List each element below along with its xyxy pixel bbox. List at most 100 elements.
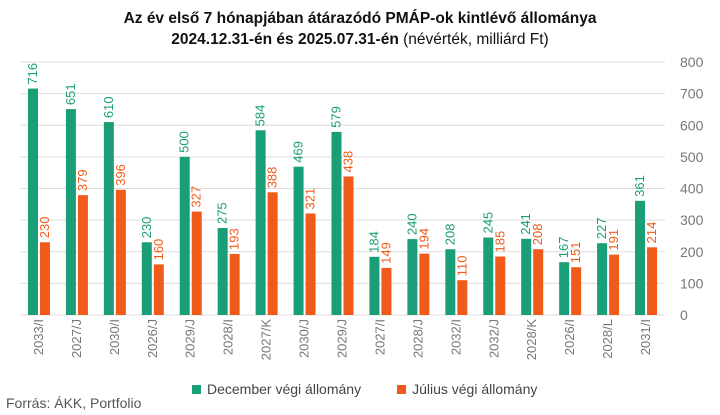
x-tick-labels: 2033/I 2027/J 2030/I 2026/J 2029/J 2028/I 2027… [31, 319, 653, 361]
y-tick-label: 400 [680, 181, 704, 197]
y-tick-label: 100 [680, 275, 704, 291]
data-label-julius: 379 [75, 169, 90, 191]
legend-label-december: December végi állomány [207, 381, 362, 397]
bar-julius [381, 267, 392, 315]
x-tick-label: 2028/K [524, 319, 539, 361]
bar-december [445, 249, 456, 315]
data-label-julius: 388 [265, 167, 280, 189]
x-tick-label: 2027/I [372, 319, 387, 355]
data-label-julius: 214 [644, 222, 659, 244]
bar-december [331, 131, 342, 315]
bar-julius [457, 280, 468, 315]
bar-julius [39, 242, 50, 315]
bar-december [407, 239, 418, 315]
bar-december [521, 238, 532, 315]
data-label-julius: 193 [227, 228, 242, 250]
x-tick-label: 2026/J [145, 319, 160, 358]
bar-december [179, 156, 190, 315]
data-label-julius: 194 [416, 228, 431, 250]
legend-item-december: December végi állomány [192, 381, 361, 397]
legend-item-julius: Július végi állomány [397, 381, 537, 397]
bar-december [293, 166, 304, 315]
bar-julius [609, 254, 620, 315]
gridlines [20, 61, 665, 316]
x-tick-label: 2032/I [448, 319, 463, 355]
x-tick-label: 2029/J [335, 319, 350, 358]
x-tick-label: 2028/J [410, 319, 425, 358]
data-label-december: 651 [63, 83, 78, 105]
chart-title: Az év első 7 hónapjában átárazódó PMÁP-o… [0, 8, 720, 50]
bar-julius [229, 253, 240, 315]
x-tick-label: 2027/K [259, 319, 274, 361]
data-label-december: 716 [25, 63, 40, 85]
y-tick-label: 600 [680, 117, 704, 133]
data-label-december: 184 [366, 231, 381, 253]
data-label-julius: 151 [568, 242, 583, 264]
data-labels: 7162306513796103962301605003272751935843… [25, 63, 659, 276]
data-label-december: 208 [442, 224, 457, 246]
data-label-julius: 327 [189, 186, 204, 208]
data-label-december: 240 [404, 213, 419, 235]
x-tick-label: 2027/J [69, 319, 84, 358]
data-label-december: 227 [594, 218, 609, 240]
data-label-december: 579 [329, 106, 344, 128]
data-label-julius: 208 [530, 224, 545, 246]
data-label-julius: 230 [37, 217, 52, 239]
data-label-julius: 110 [454, 255, 469, 276]
y-tick-label: 300 [680, 212, 704, 228]
data-label-julius: 396 [113, 164, 128, 186]
bar-julius [191, 211, 202, 315]
bar-december [255, 130, 266, 315]
bar-december [65, 109, 76, 315]
x-tick-label: 2028/L [600, 319, 615, 359]
bar-december [103, 122, 114, 316]
legend-label-julius: Július végi állomány [412, 381, 538, 397]
data-label-julius: 160 [151, 239, 166, 261]
legend-swatch-december [192, 384, 201, 394]
bar-julius [267, 192, 278, 315]
y-tick-labels: 0 100 200 300 400 500 600 700 800 [680, 54, 704, 323]
data-label-december: 230 [139, 217, 154, 239]
bar-julius [495, 256, 506, 315]
x-tick-label: 2031/I [638, 319, 653, 355]
bars [27, 88, 658, 316]
x-tick-label: 2026/I [562, 319, 577, 355]
y-tick-label: 700 [680, 86, 704, 102]
data-label-december: 584 [253, 105, 268, 127]
data-label-december: 610 [101, 96, 116, 118]
bar-december [597, 243, 608, 315]
data-label-julius: 191 [606, 229, 621, 251]
bar-julius [343, 176, 354, 315]
bar-julius [419, 253, 430, 315]
title-line2-bold: 2024.12.31-én és 2025.07.31-én [171, 31, 399, 48]
data-label-december: 469 [291, 141, 306, 163]
bar-julius [571, 267, 582, 315]
x-tick-label: 2029/J [183, 319, 198, 358]
x-tick-label: 2033/I [31, 319, 46, 355]
legend: December végi állomány Július végi állom… [192, 381, 537, 397]
bar-december [559, 262, 570, 315]
data-label-december: 275 [215, 202, 230, 224]
data-label-julius: 149 [378, 242, 393, 264]
y-tick-label: 800 [680, 54, 704, 70]
data-label-december: 361 [632, 175, 647, 197]
data-label-december: 167 [556, 236, 571, 258]
bar-julius [77, 195, 88, 315]
y-tick-label: 200 [680, 244, 704, 260]
bar-december [635, 200, 646, 315]
bar-julius [305, 213, 316, 315]
data-label-julius: 438 [341, 151, 356, 173]
title-line2-unit: (névérték, milliárd Ft) [403, 31, 549, 48]
data-label-december: 245 [480, 212, 495, 234]
title-line1: Az év első 7 hónapjában átárazódó PMÁP-o… [123, 10, 597, 27]
x-tick-label: 2030/I [107, 319, 122, 355]
y-tick-label: 0 [680, 307, 688, 323]
data-label-julius: 321 [303, 188, 318, 210]
bar-december [141, 242, 152, 315]
bar-december [217, 228, 228, 315]
x-tick-label: 2030/J [297, 319, 312, 358]
bar-julius [115, 189, 126, 315]
x-tick-label: 2028/I [221, 319, 236, 355]
data-label-julius: 185 [492, 231, 507, 253]
